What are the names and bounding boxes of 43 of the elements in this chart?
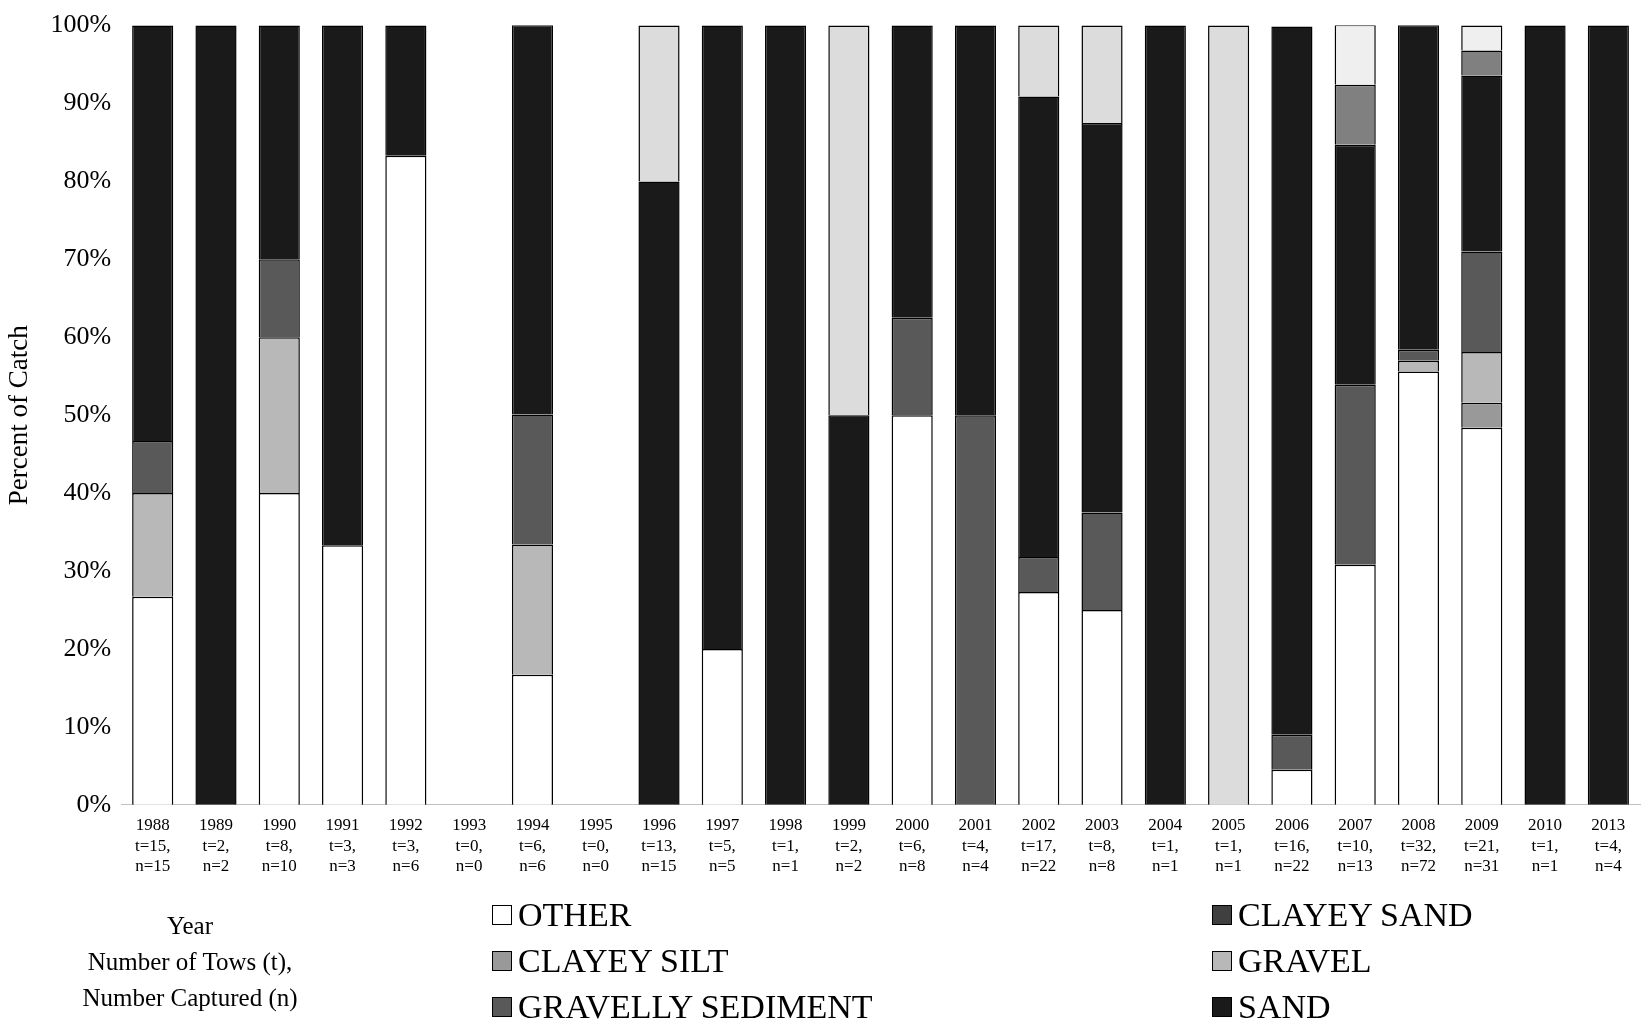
x-tick-label: 2000 t=6, n=8 [895, 815, 930, 876]
x-tick-label: 1990 t=8, n=10 [261, 815, 297, 876]
legend-label: GRAVELLY SEDIMENT [518, 987, 873, 1026]
y-tick-label: 40% [63, 476, 112, 506]
y-tick-label: 10% [63, 710, 112, 740]
x-tick-label: 2006 t=16, n=22 [1274, 815, 1310, 876]
y-tick-label: 80% [63, 165, 112, 195]
x-tick-label: 1995 t=0, n=0 [578, 815, 613, 876]
x-tick-label: 2005 t=1, n=1 [1211, 815, 1246, 876]
x-tick-label: 1991 t=3, n=3 [325, 815, 360, 876]
y-tick-label: 50% [63, 399, 112, 429]
y-tick-label: 0% [76, 788, 112, 818]
y-axis-title: Percent of Catch [3, 324, 34, 506]
legend-label: GRAVEL [1238, 941, 1372, 981]
x-tick-label: 2013 t=4, n=4 [1591, 815, 1626, 876]
x-tick-label: 2007 t=10, n=13 [1337, 815, 1373, 876]
x-tick-label: 2001 t=4, n=4 [958, 815, 993, 876]
x-tick-label: 1993 t=0, n=0 [452, 815, 487, 876]
y-tick-label: 20% [63, 632, 112, 662]
x-tick-label: 1994 t=6, n=6 [515, 815, 550, 876]
y-tick-label: 90% [63, 87, 112, 117]
x-tick-label: 1996 t=13, n=15 [641, 815, 677, 876]
y-tick-label: 30% [63, 554, 112, 584]
legend-label: CLAYEY SILT [518, 941, 729, 981]
y-tick-label: 100% [50, 9, 112, 39]
x-axis-title: Year Number of Tows (t), Number Captured (n) [81, 911, 299, 1014]
legend-label: CLAYEY SAND [1238, 895, 1473, 935]
text: OTHER [518, 895, 632, 935]
x-tick-label: 2002 t=17, n=22 [1020, 815, 1057, 876]
x-tick-label: 1989 t=2, n=2 [198, 815, 233, 876]
x-tick-label: 1999 t=2, n=2 [831, 815, 866, 876]
y-tick-label: 60% [63, 321, 112, 351]
x-tick-label: 2003 t=8, n=8 [1085, 815, 1120, 876]
x-tick-label: 1998 t=1, n=1 [768, 815, 803, 876]
x-tick-label: 1988 t=15, n=15 [134, 815, 171, 876]
x-tick-label: 1992 t=3, n=6 [388, 815, 423, 876]
y-tick-label: 70% [63, 243, 112, 273]
x-tick-label: 2009 t=21, n=31 [1464, 815, 1500, 876]
x-tick-label: 2010 t=1, n=1 [1528, 815, 1563, 876]
x-tick-label: 2004 t=1, n=1 [1148, 815, 1183, 876]
x-tick-label: 1997 t=5, n=5 [705, 815, 740, 876]
legend-label: SAND [1238, 987, 1331, 1026]
x-tick-label: 2008 t=32, n=72 [1400, 815, 1437, 876]
